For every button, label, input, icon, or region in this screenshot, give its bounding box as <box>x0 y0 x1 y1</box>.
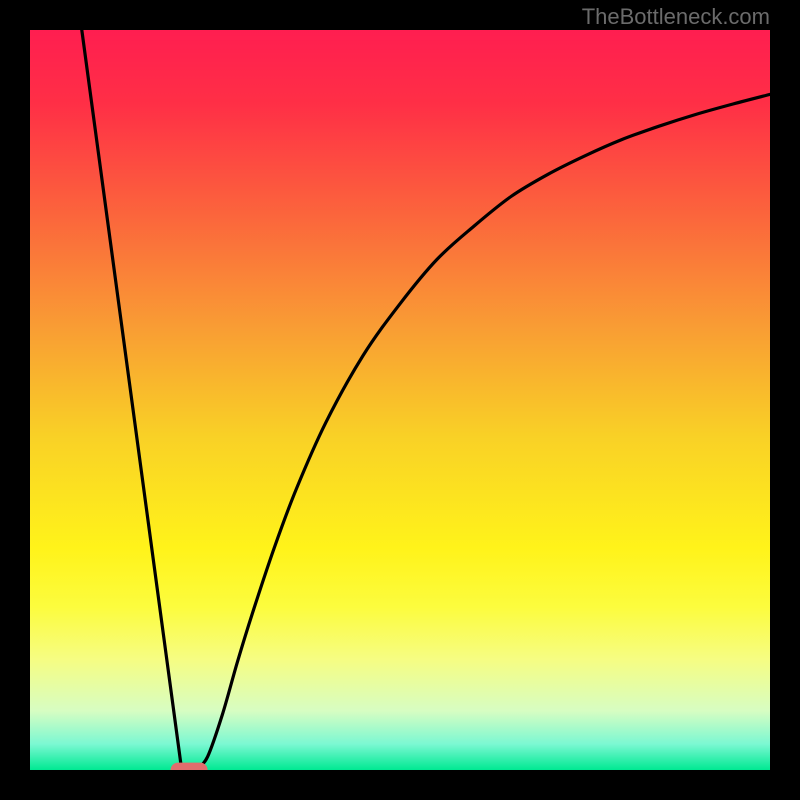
bottleneck-chart: TheBottleneck.com <box>0 0 800 800</box>
attribution-text: TheBottleneck.com <box>582 4 770 30</box>
chart-svg <box>0 0 800 800</box>
gradient-background <box>30 30 770 770</box>
